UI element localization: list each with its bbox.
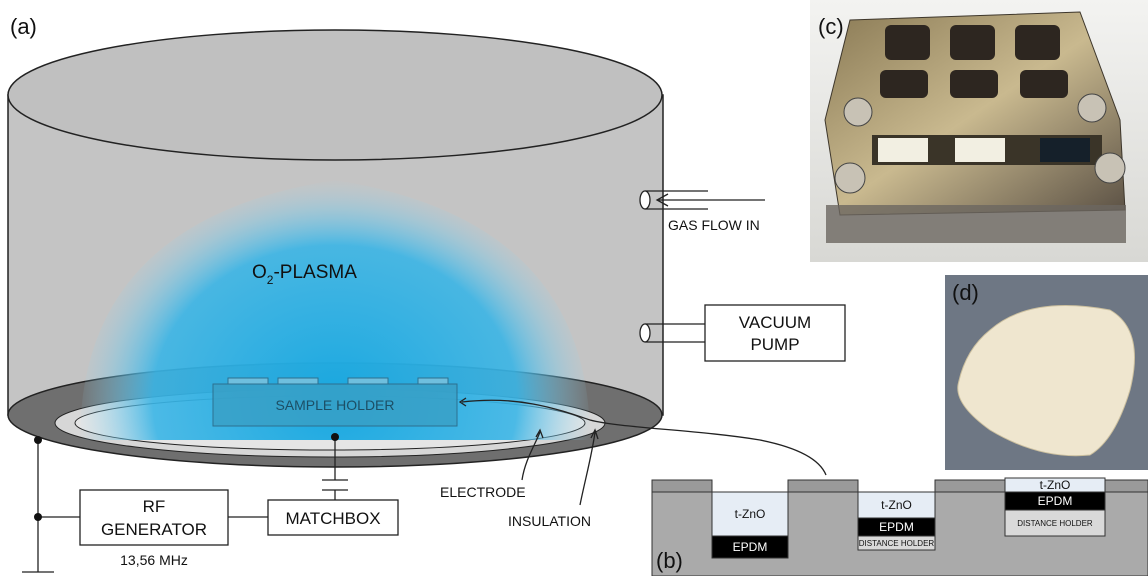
well-layer-label: t-ZnO	[881, 498, 912, 512]
frequency-label: 13,56 MHz	[120, 552, 188, 568]
well-layer-label: DISTANCE HOLDER	[1017, 519, 1093, 528]
insulation-label: INSULATION	[508, 513, 591, 529]
well-layer-label: EPDM	[1038, 494, 1073, 508]
panel-d-label: (d)	[952, 280, 979, 305]
electrode-label: ELECTRODE	[440, 484, 526, 500]
pump-label: PUMP	[750, 335, 799, 354]
plasma-label-rest: -PLASMA	[273, 262, 357, 283]
matchbox-label: MATCHBOX	[285, 509, 380, 528]
rf-label: RF	[143, 497, 166, 516]
well-layer-label: EPDM	[733, 540, 768, 554]
figure: SAMPLE HOLDER O2-PLASMA GAS FLOW IN VACU…	[0, 0, 1148, 576]
well-layer-label: t-ZnO	[1040, 478, 1071, 492]
generator-label: GENERATOR	[101, 520, 207, 539]
plasma-label-o: O	[252, 262, 267, 283]
panel-b-label: (b)	[656, 548, 683, 573]
chamber-top	[8, 30, 662, 160]
vacuum-label: VACUUM	[739, 313, 811, 332]
panel-a-label: (a)	[10, 14, 37, 39]
gas-flow-label: GAS FLOW IN	[668, 217, 760, 233]
well-layer-label: DISTANCE HOLDER	[859, 539, 935, 548]
well-layer-label: EPDM	[879, 520, 914, 534]
well-layer-label: t-ZnO	[735, 507, 766, 521]
sample-holder-label: SAMPLE HOLDER	[275, 397, 394, 413]
panel-c-label: (c)	[818, 14, 844, 39]
